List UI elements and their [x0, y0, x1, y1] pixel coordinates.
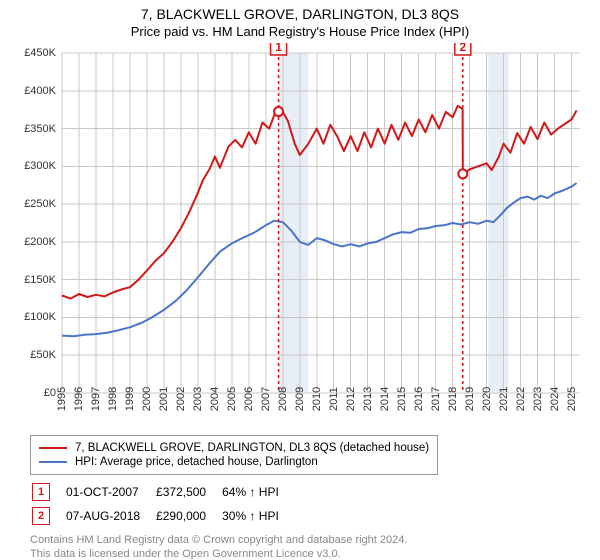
event-num-cell: 2	[32, 505, 64, 527]
x-tick-label: 1998	[107, 387, 119, 411]
x-tick-label: 2015	[396, 387, 408, 411]
event-row: 207-AUG-2018£290,00030% ↑ HPI	[32, 505, 293, 527]
x-tick-label: 2004	[209, 387, 221, 411]
x-tick-label: 2000	[141, 387, 153, 411]
x-tick-label: 2020	[481, 387, 493, 411]
x-tick-label: 2013	[362, 387, 374, 411]
y-tick-label: £250K	[0, 198, 56, 210]
legend-box: 7, BLACKWELL GROVE, DARLINGTON, DL3 8QS …	[30, 435, 438, 475]
x-tick-label: 2012	[345, 387, 357, 411]
chart-subtitle: Price paid vs. HM Land Registry's House …	[0, 24, 600, 39]
x-tick-label: 1999	[124, 387, 136, 411]
y-tick-label: £150K	[0, 274, 56, 286]
x-tick-label: 2005	[226, 387, 238, 411]
x-tick-label: 2024	[549, 387, 561, 411]
event-price: £372,500	[156, 481, 220, 503]
y-tick-label: £100K	[0, 311, 56, 323]
footer-line2: This data is licensed under the Open Gov…	[30, 547, 570, 560]
x-tick-label: 2006	[243, 387, 255, 411]
event-date: 07-AUG-2018	[66, 505, 154, 527]
x-tick-label: 1997	[90, 387, 102, 411]
legend-swatch	[39, 447, 67, 449]
y-tick-label: £50K	[0, 349, 56, 361]
y-tick-label: £450K	[0, 47, 56, 59]
y-tick-label: £200K	[0, 236, 56, 248]
legend-row: HPI: Average price, detached house, Darl…	[39, 456, 429, 468]
footer-line1: Contains HM Land Registry data © Crown c…	[30, 533, 570, 547]
svg-text:1: 1	[275, 43, 282, 54]
y-tick-label: £400K	[0, 85, 56, 97]
chart-title: 7, BLACKWELL GROVE, DARLINGTON, DL3 8QS	[0, 6, 600, 22]
x-tick-label: 2014	[379, 387, 391, 411]
x-tick-label: 2003	[192, 387, 204, 411]
x-tick-label: 2010	[311, 387, 323, 411]
legend-swatch	[39, 461, 67, 463]
x-tick-label: 2018	[447, 387, 459, 411]
y-tick-label: £0	[0, 387, 56, 399]
x-tick-label: 2023	[532, 387, 544, 411]
x-tick-label: 2021	[498, 387, 510, 411]
event-pct: 30% ↑ HPI	[222, 505, 293, 527]
x-tick-label: 2011	[328, 387, 340, 411]
x-tick-label: 2022	[515, 387, 527, 411]
x-tick-label: 2016	[413, 387, 425, 411]
x-tick-label: 2019	[464, 387, 476, 411]
event-date: 01-OCT-2007	[66, 481, 154, 503]
svg-text:2: 2	[459, 43, 466, 54]
x-tick-label: 1995	[56, 387, 68, 411]
event-pct: 64% ↑ HPI	[222, 481, 293, 503]
events-table: 101-OCT-2007£372,50064% ↑ HPI207-AUG-201…	[30, 479, 295, 529]
y-tick-label: £350K	[0, 123, 56, 135]
attribution-footer: Contains HM Land Registry data © Crown c…	[30, 533, 570, 560]
legend-row: 7, BLACKWELL GROVE, DARLINGTON, DL3 8QS …	[39, 442, 429, 454]
x-tick-label: 2017	[430, 387, 442, 411]
event-row: 101-OCT-2007£372,50064% ↑ HPI	[32, 481, 293, 503]
chart-svg: 12	[0, 43, 600, 429]
chart-area: £0 £50K £100K £150K £200K £250K £300K £350K £400…	[0, 43, 600, 429]
x-tick-label: 2002	[175, 387, 187, 411]
x-tick-label: 2009	[294, 387, 306, 411]
x-tick-label: 2007	[260, 387, 272, 411]
event-num-cell: 1	[32, 481, 64, 503]
legend-label: 7, BLACKWELL GROVE, DARLINGTON, DL3 8QS …	[75, 442, 429, 454]
legend-label: HPI: Average price, detached house, Darl…	[75, 456, 318, 468]
x-tick-label: 1996	[73, 387, 85, 411]
x-tick-label: 2001	[158, 387, 170, 411]
x-tick-label: 2025	[566, 387, 578, 411]
x-tick-label: 2008	[277, 387, 289, 411]
event-price: £290,000	[156, 505, 220, 527]
y-tick-label: £300K	[0, 160, 56, 172]
